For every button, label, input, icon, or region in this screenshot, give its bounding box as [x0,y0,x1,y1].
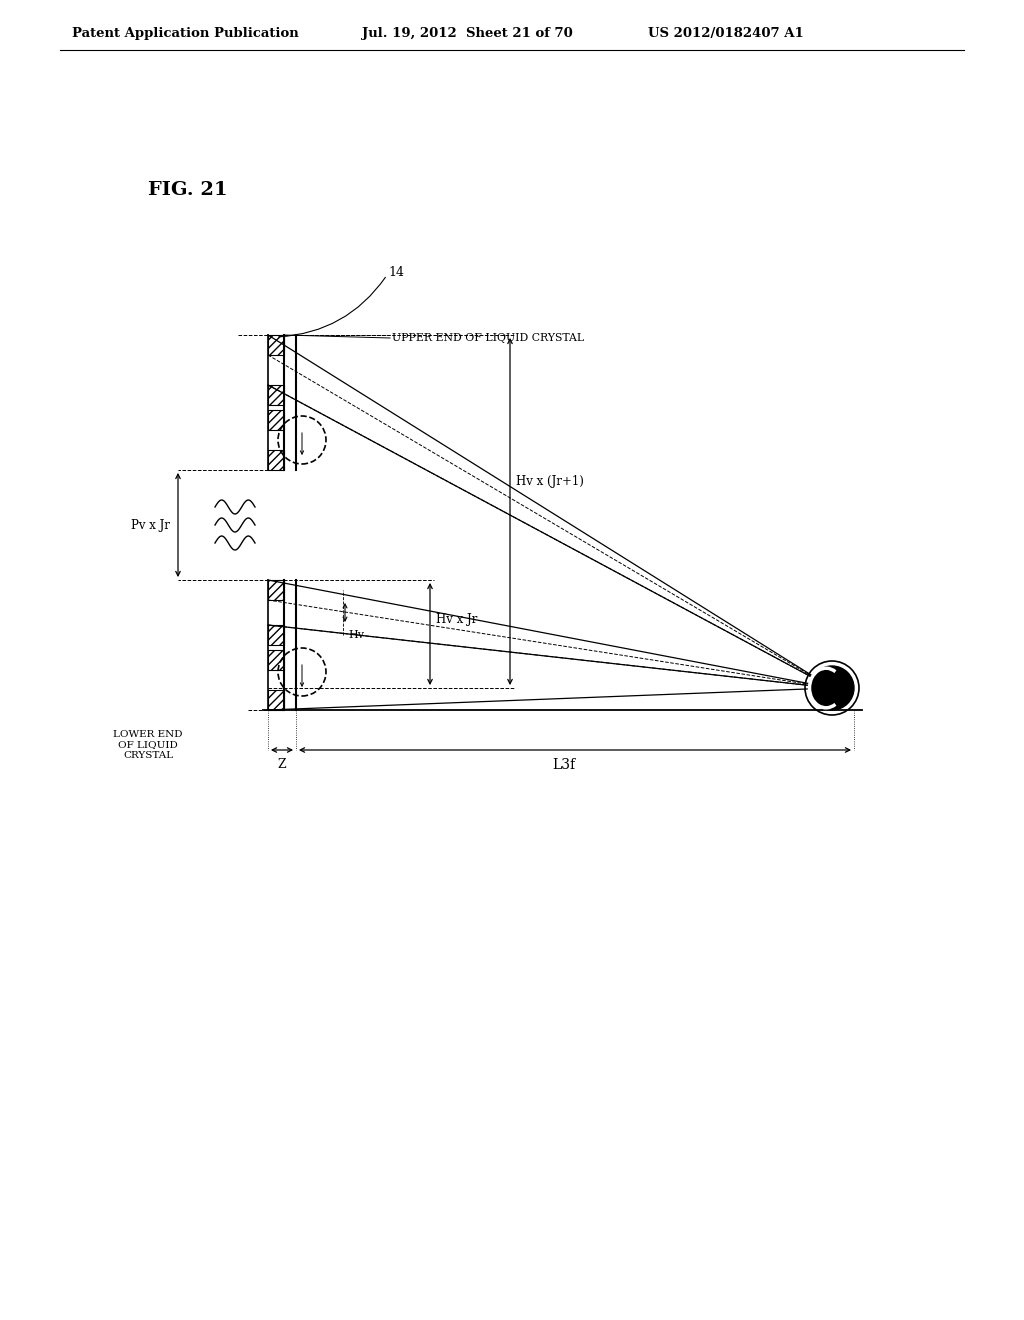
Text: US 2012/0182407 A1: US 2012/0182407 A1 [648,26,804,40]
Bar [268,690,284,710]
Text: Hv: Hv [348,630,364,640]
Bar [268,335,284,355]
Text: UPPER END OF LIQUID CRYSTAL: UPPER END OF LIQUID CRYSTAL [392,333,584,343]
Circle shape [810,667,854,710]
Text: Hv x (Jr+1): Hv x (Jr+1) [516,475,584,488]
Text: L3f: L3f [552,758,575,772]
Bar [268,624,284,645]
Bar [268,579,284,601]
Text: Hv x Jr: Hv x Jr [436,612,477,626]
Text: Patent Application Publication: Patent Application Publication [72,26,299,40]
Text: Jul. 19, 2012  Sheet 21 of 70: Jul. 19, 2012 Sheet 21 of 70 [362,26,572,40]
Text: FIG. 21: FIG. 21 [148,181,227,199]
Bar [268,450,284,470]
Bar [268,411,284,430]
Text: 14: 14 [388,265,404,279]
Text: Z: Z [278,758,287,771]
Text: LOWER END
OF LIQUID
CRYSTAL: LOWER END OF LIQUID CRYSTAL [114,730,182,760]
Bar [268,385,284,405]
Bar [268,649,284,671]
Text: Pv x Jr: Pv x Jr [131,519,170,532]
